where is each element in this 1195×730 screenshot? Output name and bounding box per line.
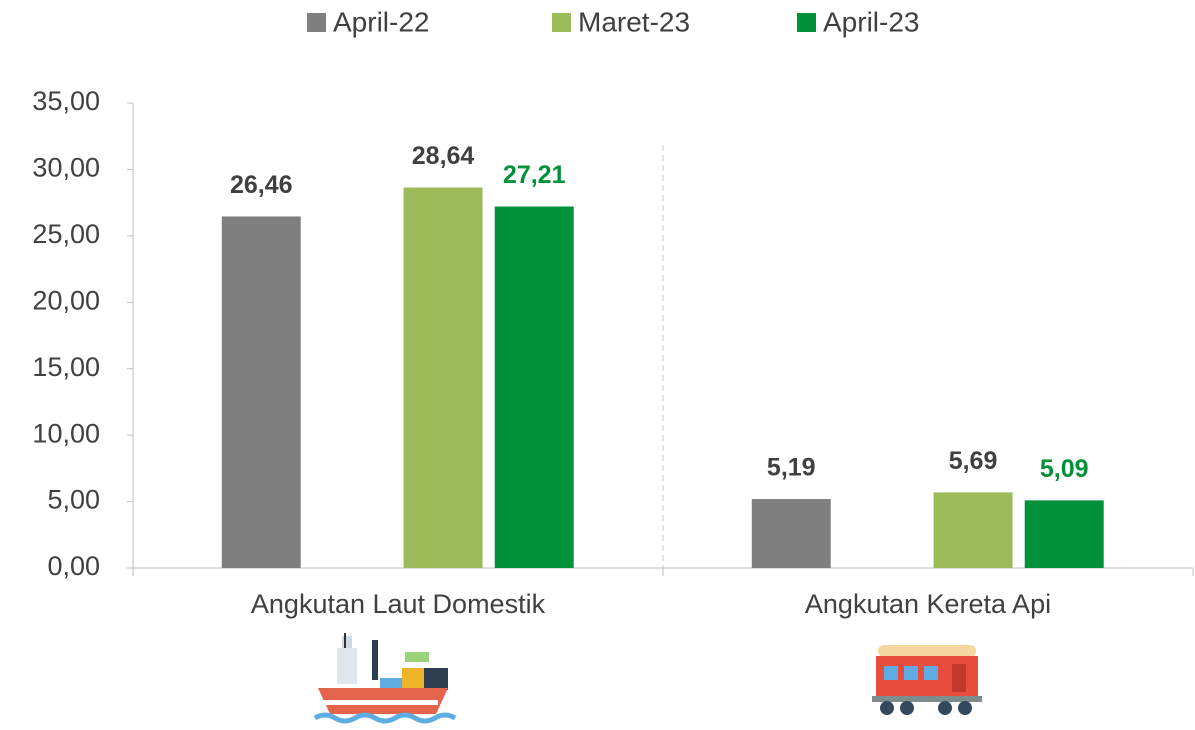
- bar: [404, 187, 483, 568]
- bar: [495, 206, 574, 568]
- bar: [934, 492, 1013, 568]
- value-label: 28,64: [412, 142, 475, 170]
- y-tick-label: 10,00: [32, 418, 100, 448]
- legend-swatch: [307, 13, 326, 32]
- legend-swatch: [552, 13, 571, 32]
- chart: 0,00 5,00 10,00 15,00 20,00 25,00 30,00 35,00 An…: [0, 0, 1195, 730]
- train-icon: [872, 645, 982, 715]
- bar: [752, 499, 831, 568]
- value-label: 26,46: [230, 171, 293, 199]
- y-tick-label: 30,00: [32, 153, 100, 183]
- legend-swatch: [797, 13, 816, 32]
- legend-label: Maret-23: [578, 6, 690, 37]
- y-tick-label: 35,00: [32, 86, 100, 116]
- y-tick-label: 0,00: [47, 551, 100, 581]
- x-tick-label: Angkutan Laut Domestik: [251, 589, 546, 619]
- bar: [1025, 500, 1104, 568]
- ship-icon: [315, 633, 455, 721]
- legend-label: April-23: [823, 6, 919, 37]
- value-label: 5,19: [767, 454, 816, 482]
- value-label: 5,69: [949, 447, 998, 475]
- y-tick-label: 5,00: [47, 485, 100, 515]
- x-tick-label: Angkutan Kereta Api: [805, 589, 1051, 619]
- y-tick-label: 20,00: [32, 285, 100, 315]
- y-tick-label: 25,00: [32, 219, 100, 249]
- value-label: 27,21: [503, 161, 566, 189]
- legend-label: April-22: [333, 6, 429, 37]
- value-label: 5,09: [1040, 455, 1089, 483]
- y-tick-label: 15,00: [32, 352, 100, 382]
- bar: [222, 216, 301, 568]
